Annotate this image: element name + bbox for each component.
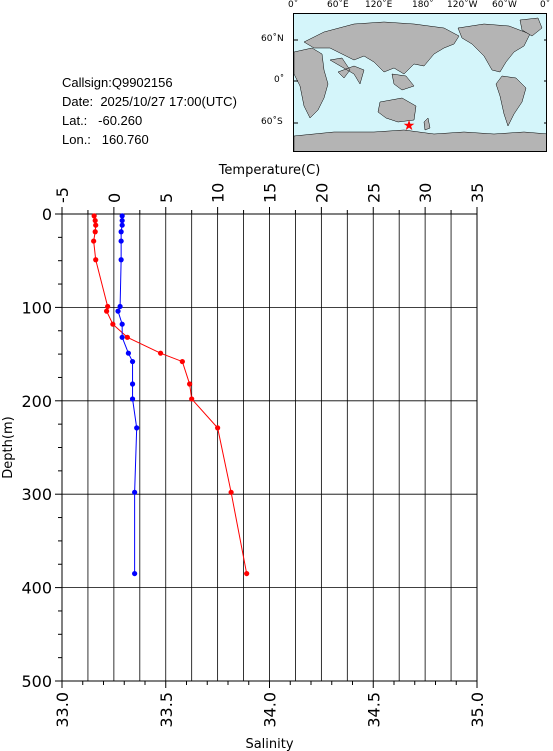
salinity-point	[129, 358, 136, 365]
world-map: ★	[293, 13, 547, 152]
map-lat-label-0: 0˚	[274, 75, 285, 85]
land-arabia-india	[329, 57, 365, 85]
salinity-point	[119, 217, 125, 224]
temperature-point	[189, 396, 195, 402]
temperature-tick-label: 35	[468, 183, 487, 203]
salinity-point	[132, 570, 138, 577]
land-africa	[294, 47, 329, 119]
lat-label: Lat.:	[62, 113, 88, 128]
temperature-point	[187, 381, 193, 387]
salinity-tick-label: 34.0	[261, 692, 280, 728]
temperature-point	[91, 213, 97, 219]
temperature-tick-label: 15	[261, 183, 280, 203]
station-info: Callsign:Q9902156 Date: 2025/10/27 17:00…	[62, 73, 237, 149]
temperature-point	[110, 321, 116, 327]
land-south-america	[495, 75, 527, 127]
salinity-tick-label: 34.5	[364, 692, 383, 728]
map-grid-ticks	[294, 39, 546, 124]
depth-tick-label: 300	[21, 485, 52, 504]
date-value: 2025/10/27 17:00(UTC)	[100, 94, 237, 109]
map-lon-label-0: 0˚	[288, 0, 299, 10]
temperature-tick-label: 5	[157, 193, 176, 203]
station-star-icon: ★	[403, 117, 416, 133]
temperature-point	[179, 358, 185, 365]
salinity-point	[115, 308, 121, 314]
land-new-zealand	[423, 117, 431, 131]
temperature-tick-label: 25	[364, 183, 383, 203]
salinity-point	[119, 213, 125, 219]
map-lon-label-60e: 60˚E	[327, 0, 349, 10]
salinity-point	[129, 396, 136, 402]
salinity-profile-line	[117, 215, 138, 574]
temperature-tick-label: 20	[312, 183, 331, 203]
depth-tick-label: 400	[21, 579, 52, 598]
salinity-point	[129, 381, 136, 387]
continents	[294, 17, 546, 151]
date-label: Date:	[62, 94, 94, 109]
temperature-tick-label: -5	[53, 187, 72, 203]
map-lon-label-60w: 60˚W	[492, 0, 517, 10]
temperature-point	[105, 303, 111, 310]
callsign-value: Q9902156	[111, 75, 173, 90]
salinity-tick-label: 35.0	[468, 692, 487, 728]
land-australia	[377, 97, 417, 123]
temperature-point	[124, 334, 130, 340]
map-lat-label-60n: 60˚N	[261, 34, 284, 44]
depth-tick-label: 500	[21, 672, 52, 691]
salinity-point	[119, 222, 125, 228]
salinity-point	[119, 334, 125, 340]
salinity-point	[117, 303, 123, 310]
callsign-line: Callsign:Q9902156	[62, 73, 237, 92]
temperature-point	[92, 229, 98, 235]
lat-value: -60.260	[98, 113, 143, 128]
temperature-tick-label: 30	[416, 183, 435, 203]
temperature-point	[157, 350, 164, 356]
world-map-svg: ★	[294, 14, 546, 151]
salinity-point	[119, 321, 125, 327]
depth-tick-label: 0	[42, 205, 52, 224]
depth-axis-title: Depth(m)	[1, 416, 16, 478]
salinity-tick-label: 33.5	[157, 692, 176, 728]
lon-label: Lon.:	[62, 132, 91, 147]
temperature-point	[215, 425, 221, 431]
temperature-point	[104, 308, 110, 314]
lon-value: 160.760	[101, 132, 149, 147]
temperature-point	[93, 257, 99, 263]
callsign-label: Callsign:	[62, 75, 112, 90]
salinity-point	[134, 425, 140, 431]
map-lon-label-180: 180˚	[412, 0, 434, 10]
salinity-point	[118, 257, 124, 263]
land-eurasia	[303, 21, 460, 75]
salinity-point	[118, 229, 124, 235]
lat-line: Lat.: -60.260	[62, 111, 237, 130]
temperature-axis-title: Temperature(C)	[218, 163, 321, 178]
temperature-point	[91, 238, 97, 244]
land-se-asia	[391, 73, 415, 91]
temperature-point	[228, 489, 234, 495]
salinity-point	[118, 238, 124, 244]
map-lon-label-120w: 120˚W	[447, 0, 478, 10]
temperature-point	[92, 217, 98, 224]
map-lon-label-0-east: 0˚	[540, 0, 551, 10]
depth-tick-label: 200	[21, 392, 52, 411]
salinity-point	[132, 489, 138, 495]
land-antarctica	[294, 129, 546, 151]
salinity-point	[125, 350, 131, 356]
temperature-profile-line	[93, 215, 248, 574]
map-lat-label-60s: 60˚S	[261, 117, 283, 127]
lon-line: Lon.: 160.760	[62, 130, 237, 149]
date-line: Date: 2025/10/27 17:00(UTC)	[62, 92, 237, 111]
depth-tick-label: 100	[21, 298, 52, 317]
temperature-tick-label: 10	[209, 183, 228, 203]
temperature-tick-label: 0	[105, 193, 124, 203]
salinity-axis-title: Salinity	[245, 737, 293, 751]
land-greenland	[519, 17, 543, 37]
salinity-tick-label: 33.0	[53, 692, 72, 728]
land-north-america	[457, 23, 531, 73]
temperature-point	[93, 222, 99, 228]
temperature-point	[244, 570, 250, 577]
map-lon-label-120e: 120˚E	[365, 0, 393, 10]
